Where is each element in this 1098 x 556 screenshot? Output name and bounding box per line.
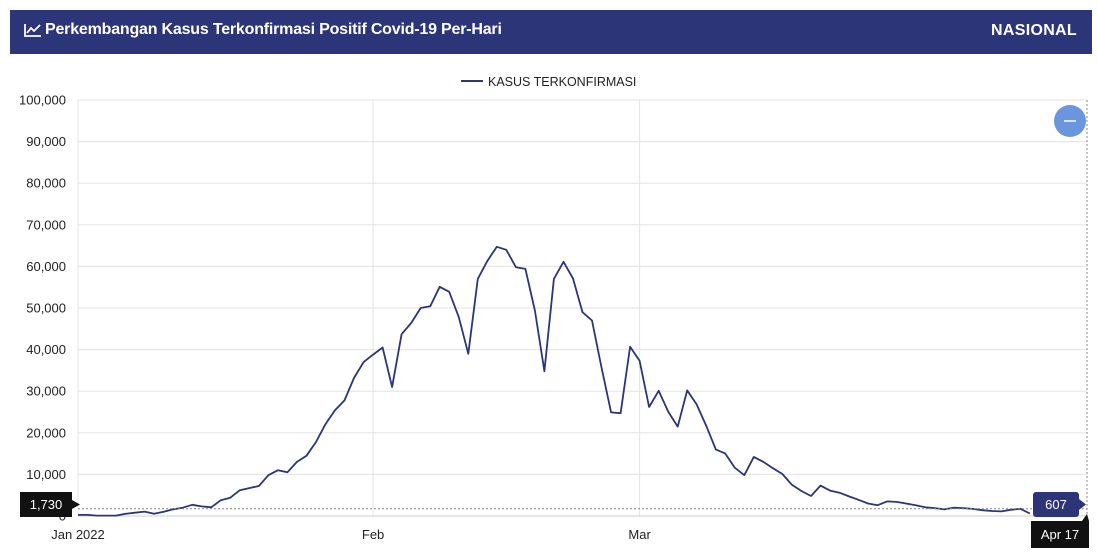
- y-badge-pointer: [72, 500, 80, 509]
- scope-label: NASIONAL: [991, 22, 1077, 39]
- y-tick-label: 70,000: [26, 217, 66, 232]
- legend[interactable]: KASUS TERKONFIRMASI: [461, 75, 636, 89]
- x-badge-bg: [1031, 521, 1089, 548]
- line-chart-icon: [24, 24, 41, 37]
- y-axis: 010,00020,00030,00040,00050,00060,00070,…: [19, 93, 66, 524]
- y-tick-label: 90,000: [26, 134, 66, 149]
- x-tick-label: Jan 2022: [51, 527, 105, 542]
- x-crosshair-date: Apr 17: [1041, 527, 1079, 542]
- tooltip-value: 607: [1045, 497, 1067, 512]
- y-tick-label: 50,000: [26, 301, 66, 316]
- chart-header: Perkembangan Kasus Terkonfirmasi Positif…: [10, 10, 1092, 54]
- x-tick-label: Feb: [362, 527, 384, 542]
- zoom-out-button[interactable]: [1054, 105, 1086, 137]
- y-tick-label: 30,000: [26, 384, 66, 399]
- series-line: [78, 245, 1031, 517]
- y-crosshair-value: 1,730: [30, 497, 63, 512]
- y-tick-label: 80,000: [26, 176, 66, 191]
- series-tooltip: 607: [1033, 492, 1086, 517]
- x-crosshair-badge: Apr 17: [1031, 514, 1089, 548]
- series-layer: [78, 245, 1031, 517]
- y-tick-label: 40,000: [26, 342, 66, 357]
- x-tick-label: Mar: [628, 527, 651, 542]
- y-tick-label: 10,000: [26, 467, 66, 482]
- y-crosshair-badge: 1,730: [20, 492, 80, 517]
- y-badge-bg: [20, 492, 72, 517]
- x-axis: Jan 2022 Feb Mar: [51, 515, 1087, 542]
- x-badge-pointer: [1082, 514, 1089, 521]
- legend-label: KASUS TERKONFIRMASI: [488, 75, 636, 89]
- y-tick-label: 60,000: [26, 259, 66, 274]
- tooltip-bg: [1033, 492, 1079, 517]
- y-tick-label: 20,000: [26, 425, 66, 440]
- title-wrap: Perkembangan Kasus Terkonfirmasi Positif…: [24, 21, 502, 39]
- chart-title: Perkembangan Kasus Terkonfirmasi Positif…: [45, 21, 502, 38]
- y-tick-label: 100,000: [19, 93, 66, 108]
- grid: [77, 99, 1087, 517]
- crosshair: 1,730 607 Apr 17: [20, 100, 1089, 548]
- tooltip-pointer: [1079, 499, 1086, 510]
